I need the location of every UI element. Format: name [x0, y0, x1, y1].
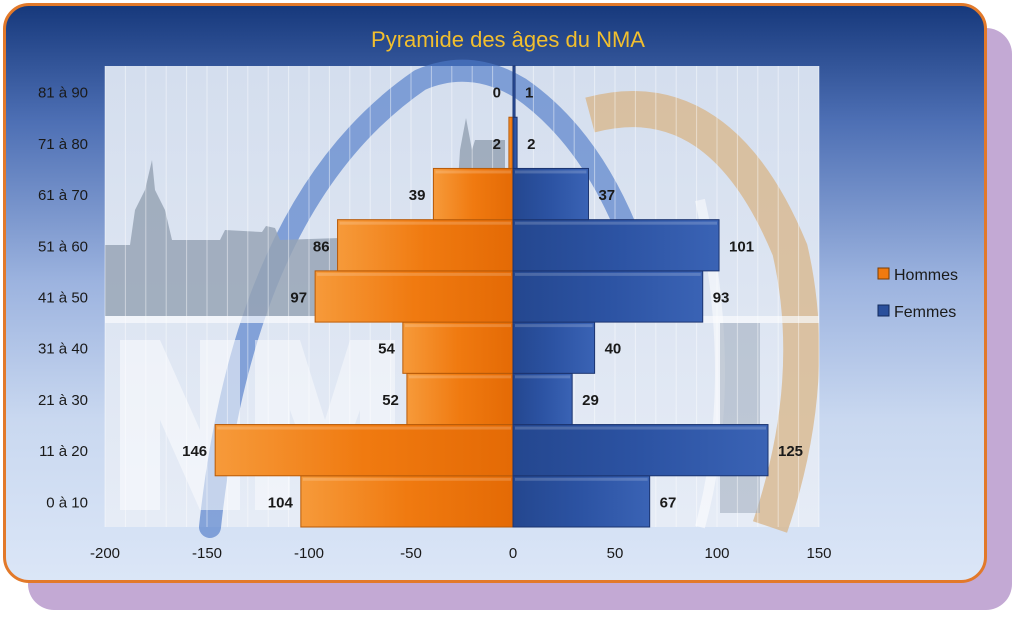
chart-title: Pyramide des âges du NMA	[371, 27, 645, 52]
bar-hommes-2	[406, 372, 514, 426]
bar-highlight	[515, 170, 587, 174]
y-tick-label: 41 à 50	[38, 290, 88, 307]
bar-femmes-2	[512, 372, 573, 426]
bar-highlight	[339, 221, 511, 225]
data-label-hommes-4: 97	[290, 290, 307, 307]
legend: Hommes Femmes	[877, 267, 958, 321]
bar-femmes-3	[512, 321, 596, 374]
x-tick-label: 0	[509, 545, 517, 562]
bar-highlight	[515, 272, 701, 276]
data-label-femmes-1: 125	[778, 443, 803, 460]
y-tick-label: 81 à 90	[38, 85, 88, 102]
bar-femmes-0	[512, 475, 651, 528]
x-tick-label: 150	[806, 545, 831, 562]
y-tick-label: 31 à 40	[38, 341, 88, 358]
y-tick-label: 71 à 80	[38, 136, 88, 153]
bars	[214, 65, 769, 528]
bar-highlight	[515, 375, 571, 379]
y-axis-labels: 0 à 10 11 à 20 21 à 30 31 à 40 41 à 50 51 à 6…	[38, 85, 88, 512]
x-tick-label: -100	[294, 545, 324, 562]
data-label-hommes-8: 0	[493, 85, 501, 102]
y-tick-label: 21 à 30	[38, 392, 88, 409]
bar-femmes-7	[512, 116, 518, 169]
bar-highlight	[515, 324, 593, 328]
bar-femmes-1	[512, 424, 769, 477]
y-tick-label: 61 à 70	[38, 187, 88, 204]
x-tick-label: -50	[400, 545, 422, 562]
data-label-femmes-2: 29	[582, 392, 599, 409]
legend-swatch-hommes	[877, 267, 890, 280]
data-label-femmes-0: 67	[660, 494, 677, 511]
x-axis-labels: -200 -150 -100 -50 0 50 100 150	[90, 545, 832, 562]
bar-highlight	[302, 477, 511, 481]
bar-highlight	[515, 426, 766, 430]
bar-hommes-6	[432, 167, 514, 221]
bar-hommes-4	[314, 270, 514, 323]
bar-hommes-0	[300, 475, 514, 528]
bar-hommes-1	[214, 424, 514, 477]
bar-femmes-5	[512, 219, 720, 272]
legend-label-femmes: Femmes	[894, 304, 956, 321]
data-label-hommes-7: 2	[493, 136, 501, 153]
y-tick-label: 11 à 20	[39, 443, 88, 460]
data-label-femmes-3: 40	[605, 341, 622, 358]
bar-highlight	[515, 477, 648, 481]
bar-hommes-5	[337, 219, 514, 272]
x-tick-label: -150	[192, 545, 222, 562]
data-label-femmes-6: 37	[598, 187, 615, 204]
data-label-hommes-0: 104	[268, 494, 294, 511]
data-label-hommes-2: 52	[382, 392, 399, 409]
bar-hommes-7	[508, 116, 514, 169]
bar-highlight	[217, 426, 511, 430]
x-tick-label: 50	[607, 545, 624, 562]
x-tick-label: 100	[704, 545, 729, 562]
data-label-hommes-1: 146	[182, 443, 207, 460]
bar-highlight	[515, 221, 718, 225]
bar-hommes-3	[402, 321, 514, 374]
y-tick-label: 51 à 60	[38, 238, 88, 255]
bar-femmes-8	[512, 65, 516, 118]
bar-highlight	[408, 375, 511, 379]
bar-highlight	[317, 272, 511, 276]
bar-femmes-6	[512, 167, 589, 221]
legend-label-hommes: Hommes	[894, 267, 958, 284]
bar-highlight	[404, 324, 511, 328]
bar-femmes-4	[512, 270, 704, 323]
bar-highlight	[435, 170, 511, 174]
data-label-femmes-7: 2	[527, 136, 535, 153]
data-label-hommes-3: 54	[378, 341, 395, 358]
y-tick-label: 0 à 10	[46, 494, 88, 511]
x-tick-label: -200	[90, 545, 120, 562]
data-labels: 104 146 52 54 97 86 39 2 0 67 125 29 40 93 101 37 2 1	[182, 85, 803, 512]
data-label-femmes-4: 93	[713, 290, 730, 307]
data-label-femmes-8: 1	[525, 85, 533, 102]
data-label-hommes-6: 39	[409, 187, 426, 204]
data-label-femmes-5: 101	[729, 238, 754, 255]
legend-swatch-femmes	[877, 304, 890, 317]
data-label-hommes-5: 86	[313, 238, 330, 255]
